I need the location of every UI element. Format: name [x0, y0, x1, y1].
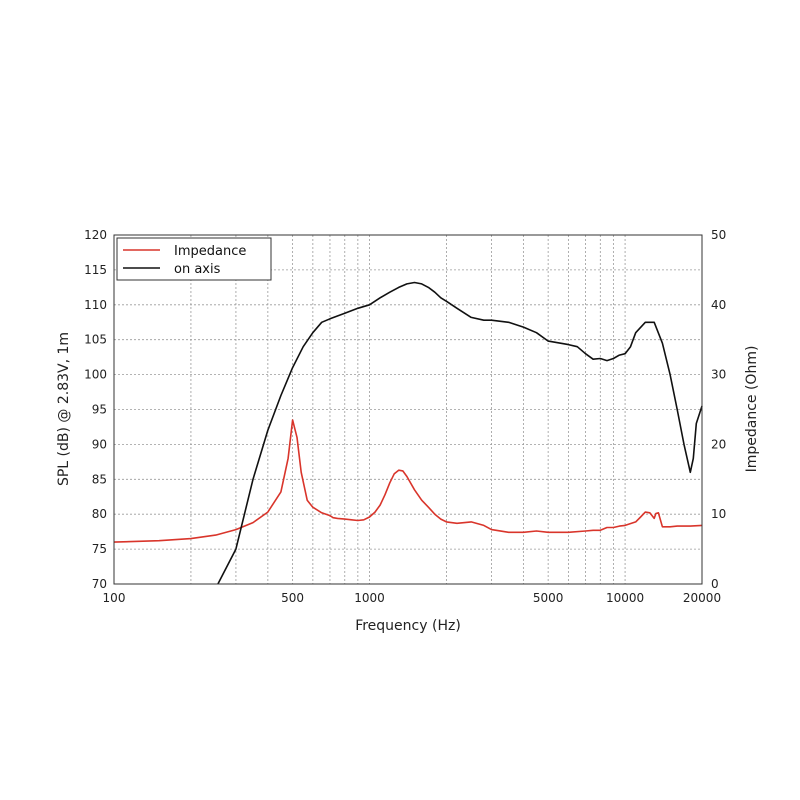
y-left-tick-label: 120	[84, 228, 107, 242]
y-left-tick-label: 90	[92, 437, 107, 451]
plot-frame	[113, 234, 703, 585]
y-right-axis-title: Impedance (Ohm)	[744, 346, 760, 473]
tick-labels: 100 500 1000 5000 10000 200007075808590951001…	[84, 228, 726, 605]
y-left-tick-label: 80	[92, 507, 107, 521]
y-left-tick-label: 105	[84, 333, 107, 347]
y-right-tick-label: 40	[711, 298, 726, 312]
x-tick-label: 1000	[354, 591, 385, 605]
y-right-tick-label: 10	[711, 507, 726, 521]
y-left-tick-label: 95	[92, 403, 107, 417]
x-tick-label: 20000	[683, 591, 721, 605]
y-left-axis-title: SPL (dB) @ 2.83V, 1m	[56, 332, 72, 486]
y-right-tick-label: 50	[711, 228, 726, 242]
grid	[114, 235, 702, 584]
x-tick-label: 5000	[533, 591, 564, 605]
y-left-tick-label: 110	[84, 298, 107, 312]
y-right-tick-label: 30	[711, 368, 726, 382]
y-left-tick-label: 75	[92, 542, 107, 556]
x-tick-label: 100	[103, 591, 126, 605]
y-left-tick-label: 85	[92, 472, 107, 486]
x-tick-label: 10000	[606, 591, 644, 605]
legend-box	[116, 237, 272, 281]
x-tick-label: 500	[281, 591, 304, 605]
legend: Impedance on axis	[116, 237, 272, 281]
y-right-tick-label: 20	[711, 437, 726, 451]
x-axis-title: Frequency (Hz)	[355, 618, 461, 634]
plot-series	[113, 281, 703, 585]
y-left-tick-label: 100	[84, 368, 107, 382]
legend-label-on-axis: on axis	[174, 262, 221, 277]
y-left-tick-label: 70	[92, 577, 107, 591]
series-line-impedance	[113, 419, 703, 543]
series-line-on-axis	[217, 281, 703, 585]
y-left-tick-label: 115	[84, 263, 107, 277]
legend-label-impedance: Impedance	[174, 244, 246, 259]
y-right-tick-label: 0	[711, 577, 719, 591]
